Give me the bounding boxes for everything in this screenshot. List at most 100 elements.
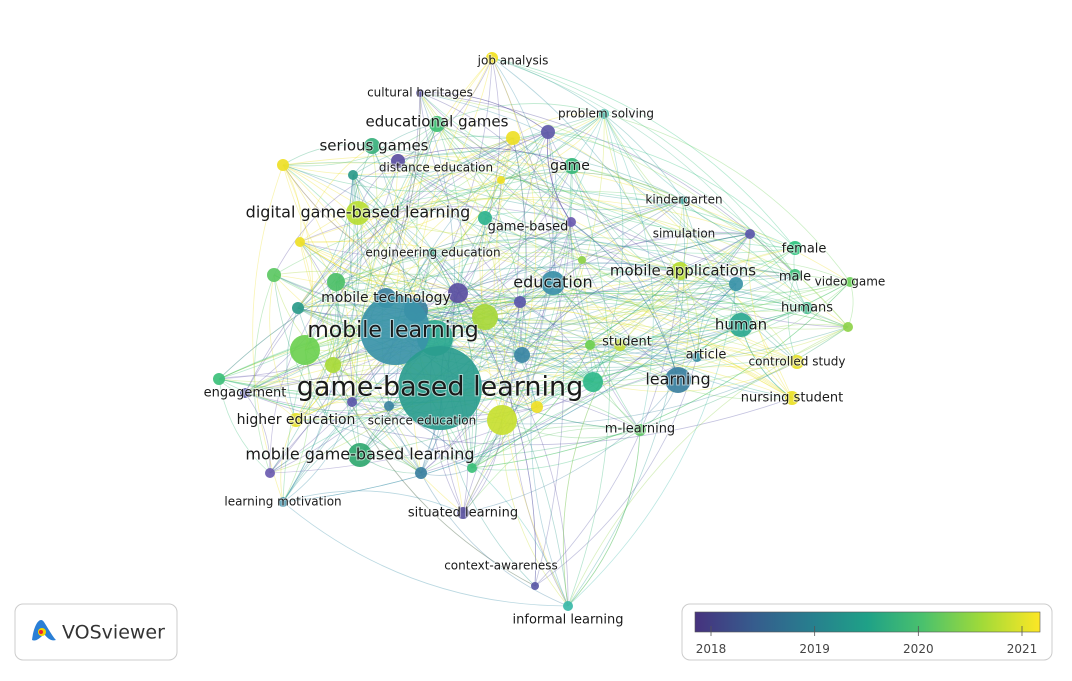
edge [521,340,621,356]
node [745,229,755,239]
edge [484,316,594,383]
edge [491,57,537,356]
edge [397,160,684,211]
node [384,401,394,411]
edge [603,113,796,249]
node [429,116,445,132]
edge [269,274,297,421]
node [213,373,225,385]
node-label: digital game-based learning [246,203,471,222]
edge [397,57,493,162]
edge [299,241,521,304]
edge [332,364,422,474]
edge [569,165,641,431]
node [267,268,281,282]
edge [351,221,572,403]
edge [295,233,751,421]
edge [679,270,699,358]
node [845,277,855,287]
node [514,347,530,363]
edge [471,429,641,471]
edge [299,241,681,293]
edge [457,233,751,299]
edge [571,165,793,399]
edge [357,188,796,249]
legend-tick-label: 2020 [903,642,934,656]
edge [282,283,737,503]
edge [679,260,851,283]
node [348,170,358,180]
node-label: situated learning [408,506,518,521]
edge [295,160,399,421]
edge [497,137,523,356]
edge [282,281,339,503]
edge [304,57,493,351]
edge [521,233,751,356]
edge [280,419,297,503]
node [289,413,303,427]
node [729,313,753,337]
node [531,582,539,590]
edge [352,174,679,381]
node [506,131,520,145]
edge [592,361,798,393]
edge [419,92,737,285]
node [788,241,802,255]
edge [536,307,808,408]
edge [397,160,793,399]
edge [471,344,591,469]
node-label: human [715,316,767,334]
edge [371,137,514,156]
edge [332,364,422,474]
edge [218,324,742,404]
edge [552,282,737,301]
edge [244,268,851,394]
edge [419,92,549,133]
edge [297,113,605,309]
node-label: problem solving [558,107,654,121]
edge [351,401,473,469]
edge [519,301,594,383]
edge [567,429,641,607]
edge [696,283,737,358]
edge [388,405,473,469]
edge [282,123,438,167]
edge [471,165,573,469]
edge [304,131,549,351]
edge [619,199,684,346]
node-label: video game [815,275,886,289]
edge [297,137,514,309]
edge [570,221,641,431]
edge [436,123,549,139]
node [578,256,586,264]
edge [471,427,641,469]
node [295,237,305,247]
edge [491,57,796,249]
edge [253,274,275,474]
edge [552,231,751,284]
edge [385,255,583,299]
edge [359,283,737,456]
edge [419,92,521,303]
edge [546,131,572,223]
edge [462,344,621,514]
edge [420,301,521,474]
edge [335,281,422,474]
edge [471,381,594,469]
edge [462,137,527,514]
edge [415,262,681,311]
edge [397,160,796,254]
edge [273,270,486,318]
node [327,273,345,291]
edge [282,162,849,328]
edge [491,57,796,276]
edge [457,165,573,294]
edge [335,165,573,283]
edge [299,241,464,514]
edge [457,179,502,294]
edge [581,259,808,312]
edge [696,233,751,358]
edge [282,164,302,243]
edge [295,165,573,421]
node [541,125,555,139]
